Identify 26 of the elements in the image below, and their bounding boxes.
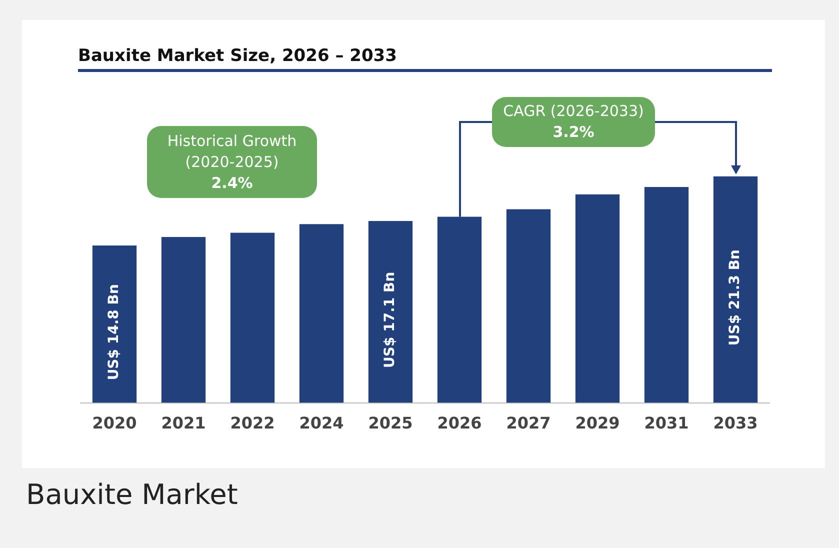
- bar: [437, 216, 482, 403]
- bar: [575, 194, 620, 403]
- x-tick-label: 2024: [299, 414, 344, 433]
- text: Bauxite Market: [26, 478, 238, 511]
- text: CAGR (2026-2033) 3.2%: [502, 101, 645, 143]
- x-tick-label: 2021: [161, 414, 206, 433]
- x-tick-label: 2033: [713, 414, 758, 433]
- bar: [230, 232, 275, 403]
- x-tick-label: 2029: [575, 414, 620, 433]
- bar: [161, 236, 206, 403]
- data-label: US$ 17.1 Bn: [382, 272, 398, 368]
- data-label: US$ 21.3 Bn: [727, 250, 744, 346]
- bar: [368, 220, 413, 403]
- bar: [644, 186, 689, 403]
- bar: [92, 245, 137, 403]
- x-tick-label: 2026: [437, 414, 482, 433]
- bar: [506, 209, 551, 403]
- x-tick-label: 2022: [230, 414, 275, 433]
- annotation: Historical Growth (2020-2025) 2.4%: [166, 130, 298, 194]
- x-tick-label: 2031: [644, 414, 689, 433]
- x-tick-label: 2027: [506, 414, 551, 433]
- data-label: US$ 14.8 Bn: [106, 284, 122, 380]
- chart-title: Bauxite Market Size, 2026 – 2033: [78, 46, 772, 72]
- x-tick-label: 2025: [368, 414, 413, 433]
- x-tick-label: 2020: [92, 414, 137, 433]
- bar: [299, 224, 344, 403]
